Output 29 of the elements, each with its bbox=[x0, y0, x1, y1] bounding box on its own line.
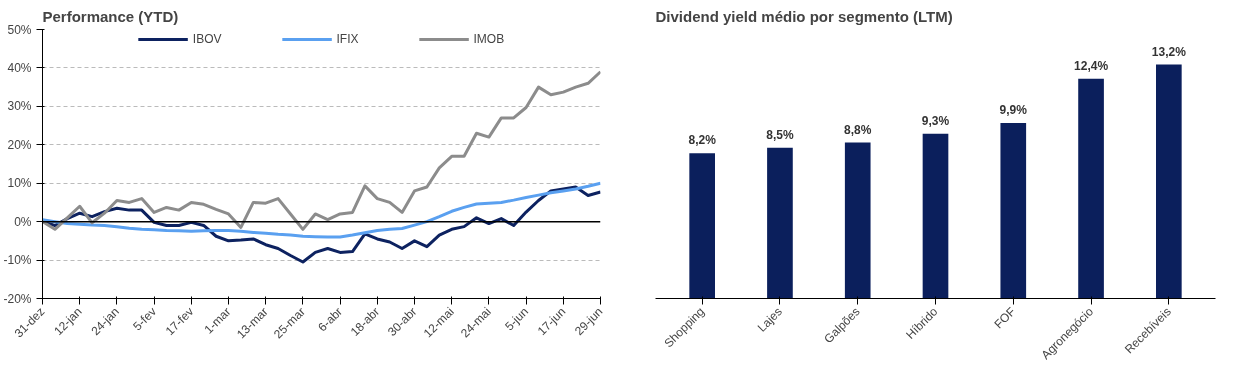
data-label: 9,3% bbox=[921, 113, 950, 128]
bar bbox=[689, 153, 715, 299]
bar bbox=[1156, 64, 1182, 299]
chart-title: Dividend yield médio por segmento (LTM) bbox=[655, 7, 953, 25]
legend-label: IBOV bbox=[192, 32, 222, 46]
bar bbox=[1000, 123, 1027, 299]
bar bbox=[767, 147, 793, 299]
y-tick-label: 10% bbox=[7, 176, 32, 191]
data-label: 8,2% bbox=[688, 133, 717, 148]
line-series bbox=[42, 181, 601, 239]
legend-label: IMOB bbox=[473, 32, 505, 46]
line-series bbox=[42, 70, 601, 231]
chart-title: Performance (YTD) bbox=[42, 7, 179, 25]
data-label: 12,4% bbox=[1074, 58, 1109, 73]
y-tick-label: -10% bbox=[3, 253, 32, 268]
y-tick-label: 30% bbox=[7, 99, 32, 114]
data-label: 8,5% bbox=[766, 127, 794, 142]
bar bbox=[922, 133, 949, 299]
data-label: 8,8% bbox=[844, 122, 872, 137]
y-tick-label: 0% bbox=[14, 214, 32, 229]
y-tick-label: -20% bbox=[3, 291, 32, 306]
bar bbox=[1078, 78, 1104, 299]
data-label: 9,9% bbox=[999, 103, 1028, 118]
bar bbox=[844, 142, 871, 299]
data-label: 13,2% bbox=[1151, 44, 1187, 59]
y-tick-label: 20% bbox=[7, 137, 32, 152]
y-tick-label: 40% bbox=[7, 60, 32, 75]
legend-label: IFIX bbox=[336, 32, 359, 46]
y-tick-label: 50% bbox=[7, 22, 32, 37]
